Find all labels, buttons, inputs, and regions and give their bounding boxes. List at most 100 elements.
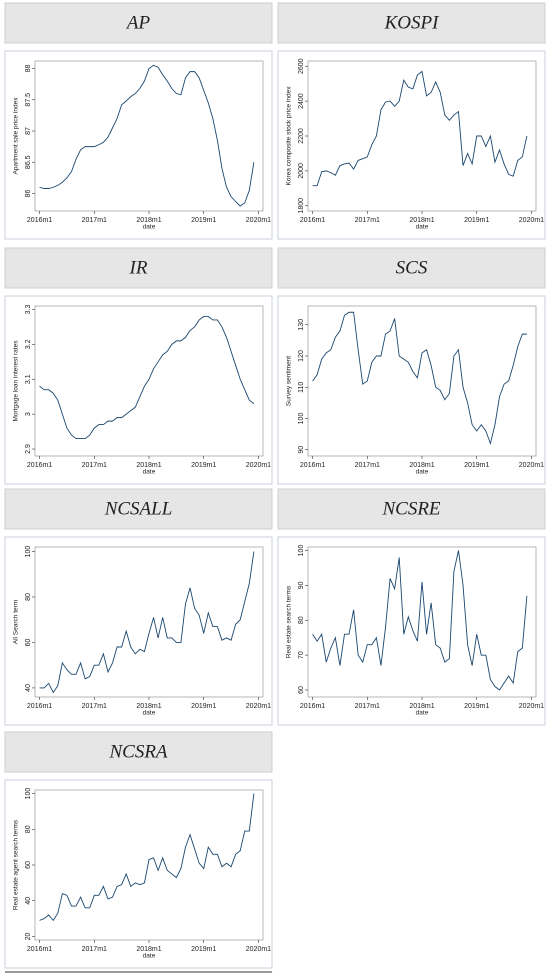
- x-axis-title: date: [143, 710, 156, 717]
- panel-header: [277, 488, 546, 530]
- x-tick-label: 2016m1: [27, 462, 52, 469]
- series-line: [39, 551, 255, 694]
- x-tick-label: 2019m1: [191, 217, 216, 224]
- panel: NCSRA 20 40 60 80 100 2016m1 2017m1 2018m1 2019m1…: [4, 731, 273, 969]
- panel: NCSALL 40 60 80 100 2016m1 2017m1 2018m1 2019m1 2…: [4, 488, 273, 726]
- x-tick-label: 2020m1: [246, 217, 271, 224]
- y-tick-label: 3.3: [25, 305, 32, 315]
- y-axis-title: Apartment sale price index: [13, 97, 20, 175]
- panel-header: [4, 2, 273, 44]
- panel: SCS 90 100 110 120 130 2016m1 2017m1 2018m1 2019m…: [277, 247, 546, 485]
- series-line: [312, 311, 527, 446]
- x-axis-title: date: [143, 469, 156, 476]
- y-tick-label: 3.2: [25, 339, 32, 349]
- series-line: [39, 64, 255, 207]
- y-tick-label: 20: [25, 932, 32, 940]
- y-tick-label: 80: [298, 616, 305, 624]
- x-axis-title: date: [143, 224, 156, 231]
- y-tick-label: 40: [25, 684, 32, 692]
- panel-header: [4, 731, 273, 773]
- plot-area: [307, 546, 537, 698]
- y-tick-label: 88: [25, 65, 32, 73]
- x-tick-label: 2018m1: [409, 462, 434, 469]
- y-tick-label: 2200: [298, 128, 305, 144]
- y-tick-label: 110: [298, 382, 305, 393]
- panel-title: KOSPI: [384, 12, 441, 33]
- panel-title: AP: [125, 12, 151, 33]
- x-tick-label: 2017m1: [355, 217, 380, 224]
- panel-title: NCSRE: [381, 498, 440, 519]
- x-axis-title: date: [416, 710, 429, 717]
- y-axis-title: Mortgage loan interest rates: [13, 340, 20, 422]
- x-axis-title: date: [143, 953, 156, 960]
- y-tick-label: 1800: [298, 198, 305, 214]
- x-axis-title: date: [416, 469, 429, 476]
- y-tick-label: 60: [25, 861, 32, 869]
- y-tick-label: 87.5: [25, 93, 32, 107]
- x-tick-label: 2017m1: [82, 462, 107, 469]
- panel-title: SCS: [396, 257, 428, 278]
- y-tick-label: 2000: [298, 163, 305, 179]
- series-line: [312, 70, 528, 187]
- x-tick-label: 2018m1: [409, 217, 434, 224]
- x-tick-label: 2020m1: [246, 946, 271, 953]
- x-tick-label: 2020m1: [246, 462, 271, 469]
- panel: IR 2.9 3 3.1 3.2 3.3 2016m1 2017m1 2018m1 2019m1 2…: [4, 247, 273, 485]
- series-line: [39, 316, 255, 440]
- panel-header: [277, 247, 546, 289]
- y-tick-label: 2600: [298, 58, 305, 74]
- x-tick-label: 2019m1: [191, 946, 216, 953]
- panel: NCSRE 60 70 80 90 100 2016m1 2017m1 2018m1 2019m1…: [277, 488, 546, 726]
- x-tick-label: 2016m1: [300, 703, 325, 710]
- x-tick-label: 2020m1: [519, 703, 544, 710]
- x-tick-label: 2016m1: [300, 217, 325, 224]
- y-tick-label: 86.5: [25, 155, 32, 169]
- x-tick-label: 2020m1: [519, 462, 544, 469]
- series-line: [312, 550, 528, 691]
- panel-title: IR: [129, 257, 148, 278]
- panel-header: [277, 2, 546, 44]
- panel: AP 86 86.5 87 87.5 88 2016m1 2017m1 2018m1 2019m1…: [4, 2, 273, 240]
- x-tick-label: 2018m1: [409, 703, 434, 710]
- y-tick-label: 60: [25, 638, 32, 646]
- y-tick-label: 3: [25, 412, 32, 416]
- x-axis-title: date: [416, 224, 429, 231]
- plot-area: [34, 789, 264, 941]
- x-tick-label: 2018m1: [136, 703, 161, 710]
- x-tick-label: 2019m1: [464, 462, 489, 469]
- x-tick-label: 2019m1: [191, 703, 216, 710]
- panel-header: [4, 247, 273, 289]
- y-tick-label: 100: [25, 788, 32, 800]
- plot-area: [307, 305, 537, 457]
- y-axis-title: All Search term: [13, 600, 20, 644]
- x-tick-label: 2016m1: [27, 946, 52, 953]
- plot-area: [34, 305, 264, 457]
- x-tick-label: 2019m1: [464, 217, 489, 224]
- y-tick-label: 60: [298, 686, 305, 694]
- y-tick-label: 80: [25, 825, 32, 833]
- y-tick-label: 70: [298, 651, 305, 659]
- y-tick-label: 100: [25, 546, 32, 558]
- y-tick-label: 100: [298, 413, 305, 425]
- y-tick-label: 2400: [298, 93, 305, 109]
- panel: KOSPI 1800 2000 2200 2400 2600 2016m1 2017m1 201…: [277, 2, 546, 240]
- x-tick-label: 2020m1: [246, 703, 271, 710]
- x-tick-label: 2017m1: [355, 703, 380, 710]
- x-tick-label: 2017m1: [82, 703, 107, 710]
- y-tick-label: 120: [298, 350, 305, 362]
- y-tick-label: 90: [298, 446, 305, 454]
- y-tick-label: 3.1: [25, 374, 32, 384]
- x-tick-label: 2017m1: [82, 217, 107, 224]
- x-tick-label: 2017m1: [355, 462, 380, 469]
- x-tick-label: 2018m1: [136, 946, 161, 953]
- plot-area: [34, 546, 264, 698]
- series-line: [39, 793, 255, 922]
- y-axis-title: Survey sentiment: [286, 356, 293, 406]
- x-tick-label: 2016m1: [300, 462, 325, 469]
- y-axis-title: Korea composite stock price index: [286, 86, 293, 186]
- x-tick-label: 2019m1: [191, 462, 216, 469]
- y-tick-label: 130: [298, 319, 305, 331]
- y-tick-label: 87: [25, 127, 32, 135]
- x-tick-label: 2017m1: [82, 946, 107, 953]
